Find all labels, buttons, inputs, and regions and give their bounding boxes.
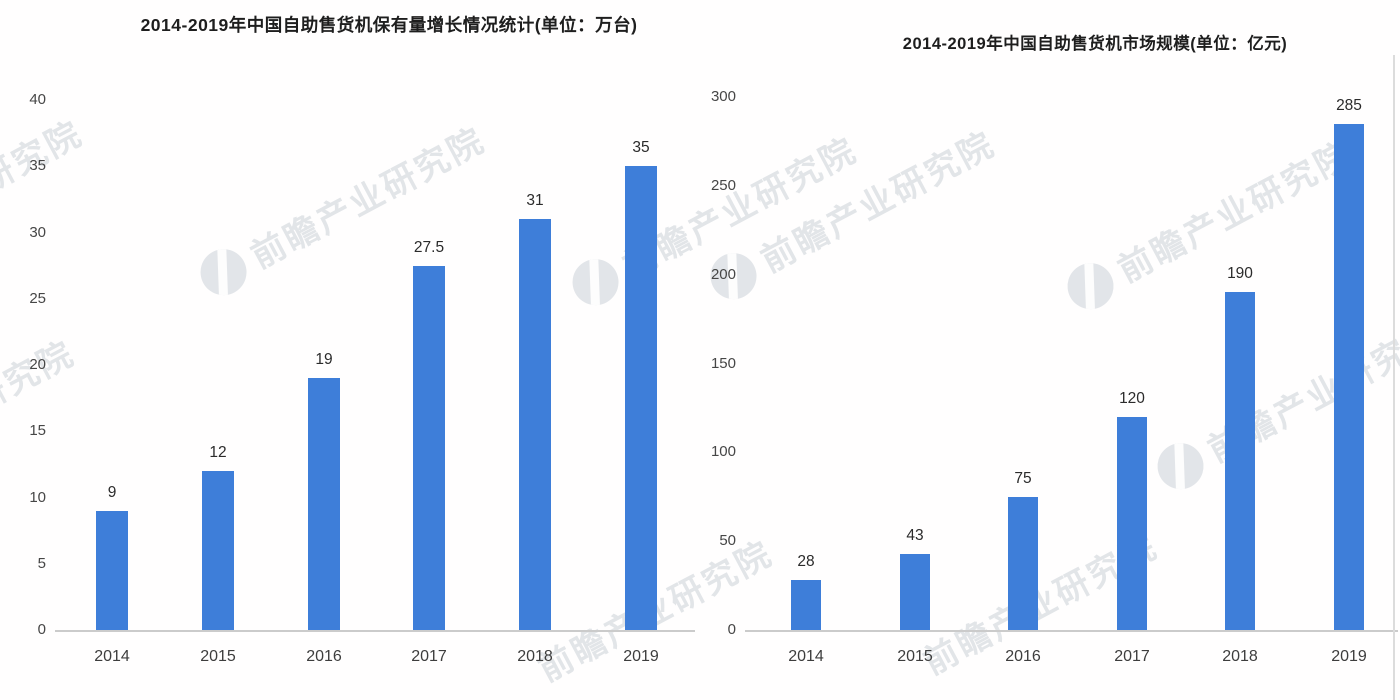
bar	[308, 378, 340, 630]
bar	[625, 166, 657, 630]
x-tick-label: 2016	[1005, 648, 1041, 665]
bar	[791, 580, 821, 630]
chart-vending-machine-holdings: 2014-2019年中国自助售货机保有量增长情况统计(单位：万台) 0 5 10 15…	[29, 15, 695, 665]
y-tick-label: 40	[29, 91, 46, 108]
y-tick-label: 250	[710, 176, 736, 194]
plot-area-left: 0 5 10 15 20 25 30 35 40 9 2014 12 2015 19 2016 27.5 201…	[29, 91, 695, 665]
bar	[519, 219, 551, 630]
y-tick-label: 10	[29, 488, 46, 506]
bar-value-label: 120	[1119, 389, 1145, 407]
y-tick-label: 200	[710, 265, 736, 283]
x-tick-label: 2015	[200, 648, 236, 665]
x-tick-label: 2018	[1222, 648, 1258, 665]
bar	[1008, 496, 1038, 630]
bar	[413, 265, 445, 630]
image-edge-line	[1393, 55, 1395, 700]
bar-value-label: 190	[1227, 265, 1253, 283]
x-tick-label: 2015	[897, 648, 933, 665]
y-tick-label: 30	[29, 223, 46, 241]
bar-value-label: 27.5	[413, 238, 445, 256]
bar-value-label: 9	[107, 483, 117, 501]
y-tick-label: 0	[727, 621, 736, 638]
y-tick-label: 50	[719, 532, 736, 550]
bar-value-label: 285	[1336, 96, 1362, 114]
plot-area-right: 0 50 100 150 200 250 300 28 2014 43 2015 75 2016 120 2…	[700, 0, 1400, 700]
x-tick-label: 2018	[517, 648, 553, 665]
bar-value-label: 35	[632, 139, 650, 157]
x-tick-label: 2019	[1331, 648, 1367, 665]
x-tick-label: 2019	[623, 648, 659, 665]
bar-value-label: 43	[906, 526, 924, 544]
x-tick-label: 2017	[1114, 648, 1150, 665]
y-tick-label: 20	[29, 356, 46, 373]
bar	[1117, 416, 1147, 630]
x-tick-label: 2014	[94, 648, 130, 665]
y-tick-label: 100	[710, 443, 736, 461]
bar-value-label: 31	[526, 192, 544, 210]
bar	[96, 510, 128, 630]
bar-value-label: 28	[797, 553, 815, 571]
x-tick-label: 2016	[306, 648, 342, 665]
chart-title-right: 2014-2019年中国自助售货机市场规模(单位：亿元)	[902, 35, 1288, 53]
bar	[202, 471, 234, 630]
y-tick-label: 5	[37, 554, 46, 572]
bar	[1225, 292, 1255, 630]
chart-title-left: 2014-2019年中国自助售货机保有量增长情况统计(单位：万台)	[140, 15, 638, 35]
x-tick-label: 2014	[788, 648, 824, 665]
y-tick-label: 0	[37, 621, 46, 638]
y-tick-label: 150	[710, 354, 736, 372]
y-tick-label: 15	[29, 422, 46, 440]
bar-value-label: 19	[315, 351, 333, 369]
x-tick-label: 2017	[411, 648, 447, 665]
x-axis-line	[55, 630, 695, 632]
x-axis-line	[745, 630, 1398, 632]
y-tick-label: 25	[29, 289, 46, 307]
y-tick-label: 300	[710, 88, 736, 105]
bar	[900, 553, 930, 630]
bar	[1334, 123, 1364, 630]
chart-vending-machine-market-size: 2014-2019年中国自助售货机市场规模(单位：亿元) 0 50 100 150 20…	[700, 0, 1400, 700]
y-tick-label: 35	[29, 157, 46, 175]
bar-value-label: 12	[209, 444, 227, 461]
bar-value-label: 75	[1014, 469, 1032, 487]
